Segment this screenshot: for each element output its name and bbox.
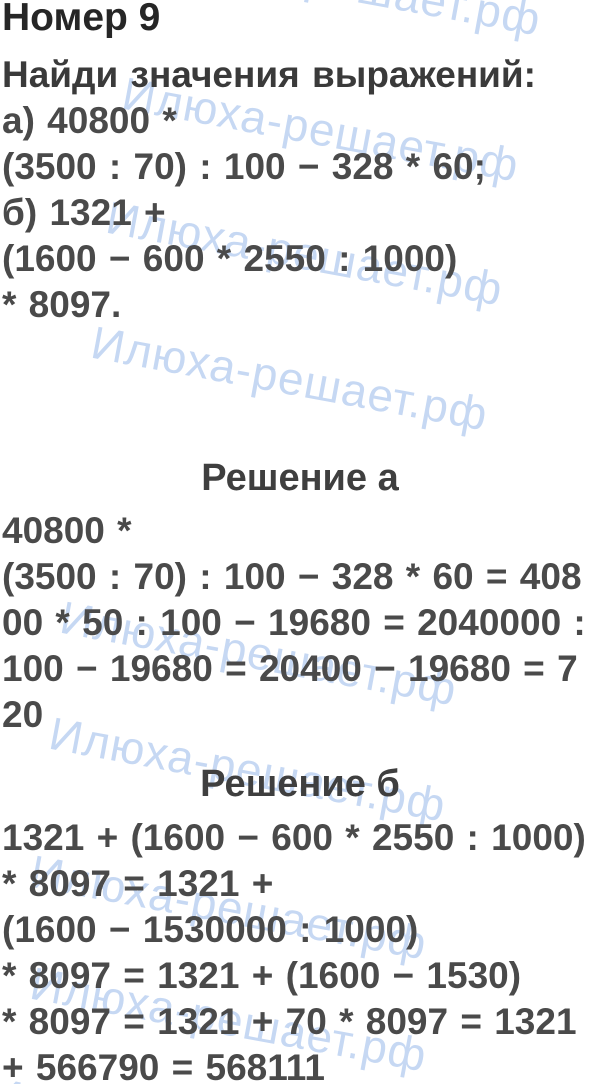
solution-a-text: 40800 * (3500 : 70) : 100 − 328 * 60 = 40…	[2, 508, 586, 738]
problem-statement: Найди значения выражений: а) 40800 * (350…	[2, 52, 536, 328]
text-line: (3500 : 70) : 100 − 328 * 60 = 408	[2, 556, 582, 597]
solution-a-heading: Решение а	[201, 457, 399, 499]
text-line: 100 − 19680 = 20400 − 19680 = 7	[2, 648, 578, 689]
text-line: 40800 *	[2, 510, 132, 551]
text-line: 20	[2, 694, 44, 735]
problem-intro: Найди значения выражений:	[2, 54, 536, 95]
text-line: + 566790 = 568111	[2, 1047, 325, 1084]
text-line: б) 1321 +	[2, 192, 166, 233]
text-line: 1321 + (1600 − 600 * 2550 : 1000)	[2, 817, 586, 858]
text-line: 00 * 50 : 100 − 19680 = 2040000 :	[2, 602, 586, 643]
text-line: * 8097.	[2, 284, 122, 325]
text-line: (1600 − 1530000 : 1000)	[2, 909, 419, 950]
text-line: (1600 − 600 * 2550 : 1000)	[2, 238, 458, 279]
text-line: * 8097 = 1321 +	[2, 863, 274, 904]
text-line: * 8097 = 1321 + (1600 − 1530)	[2, 955, 522, 996]
solution-b-text: 1321 + (1600 − 600 * 2550 : 1000) * 8097 …	[2, 815, 586, 1084]
watermark: Илюха-решает.рф	[87, 315, 493, 441]
text-line: (3500 : 70) : 100 − 328 * 60;	[2, 146, 486, 187]
watermark: Илюха-решает.рф	[140, 0, 545, 46]
problem-lines: а) 40800 * (3500 : 70) : 100 − 328 * 60; б…	[2, 98, 536, 328]
text-line: * 8097 = 1321 + 70 * 8097 = 1321	[2, 1001, 577, 1042]
page-title: Номер 9	[2, 0, 161, 39]
text-line: а) 40800 *	[2, 100, 177, 141]
solution-b-heading: Решение б	[200, 763, 400, 805]
